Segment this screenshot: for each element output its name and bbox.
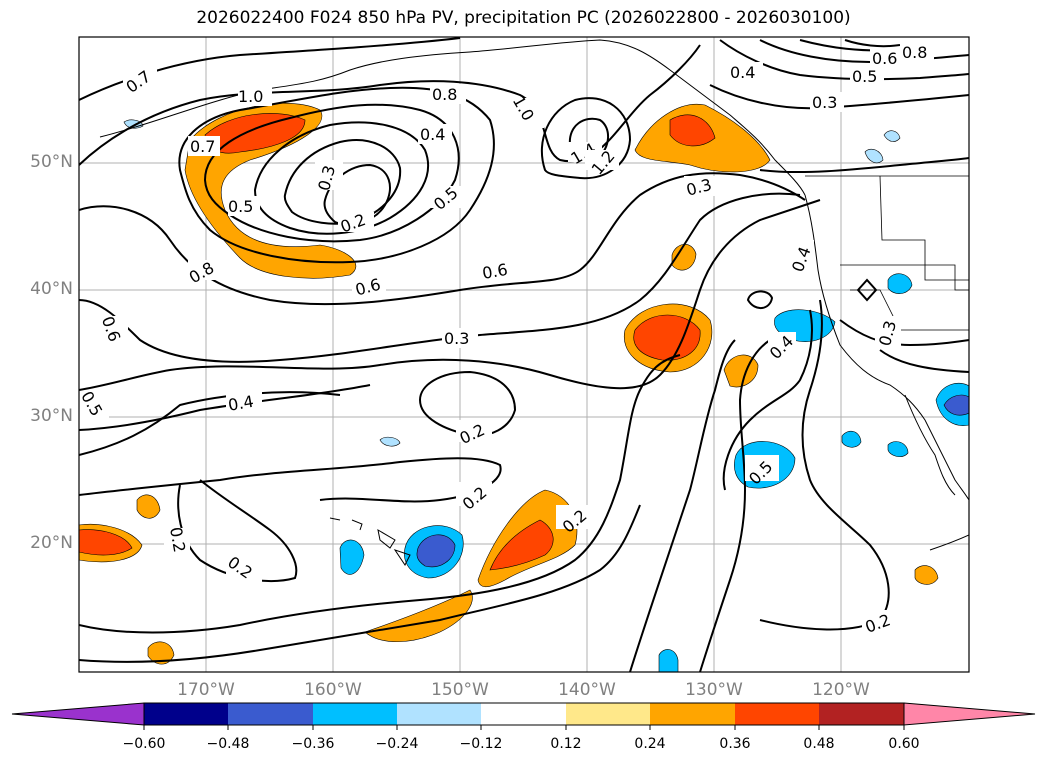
longitude-label: 130°W	[685, 680, 743, 700]
shading-negative-hawaii-west-core	[416, 534, 456, 568]
colorbar-tick-label: −0.48	[206, 736, 250, 752]
coastline-west-coast	[804, 194, 969, 501]
colorbar-extend-high	[903, 702, 1036, 726]
shading-positive-small-5	[914, 565, 939, 585]
shading-negative-small-7	[864, 148, 884, 164]
coastline-baja	[904, 394, 956, 496]
shading-positive-small-2	[671, 244, 697, 271]
shading-negative-arizona-core	[943, 394, 969, 416]
shading-negative-small-6	[379, 436, 401, 447]
contour-label: 0.3	[444, 329, 469, 348]
latitude-label: 20°N	[30, 533, 73, 553]
longitude-label: 170°W	[177, 680, 235, 700]
latitude-label: 40°N	[30, 279, 73, 299]
political-borders	[805, 175, 969, 331]
colorbar-bin	[819, 703, 904, 725]
shading-negative-small-9	[883, 130, 901, 142]
colorbar-tick-label: 0.24	[634, 736, 666, 752]
contour-label: 1.0	[238, 87, 263, 106]
hawaiian-islands	[329, 517, 411, 566]
shading-positive-offshore-core	[633, 314, 701, 361]
colorbar-bin	[397, 703, 481, 725]
contour-label: 0.5	[228, 197, 253, 216]
colorbar-tick-label: −0.24	[375, 736, 419, 752]
shading-positive-hawaii-core	[489, 519, 554, 571]
longitude-label: 140°W	[558, 680, 616, 700]
colorbar-bin	[228, 703, 313, 725]
longitude-label: 120°W	[812, 680, 870, 700]
contour-label: 0.4	[420, 125, 445, 144]
contour-label: 0.6	[481, 260, 509, 283]
colorbar-tick-label: −0.12	[459, 736, 503, 752]
colorbar	[11, 702, 1036, 730]
colorbar-bin	[566, 703, 650, 725]
contour-label: 0.5	[852, 67, 877, 86]
contour-label: 0.8	[902, 43, 927, 62]
pv-contours	[79, 37, 969, 672]
longitude-label: 160°W	[304, 680, 362, 700]
shading-positive-far-west-core	[79, 529, 133, 556]
colorbar-tick-label: 0.12	[550, 736, 582, 752]
shading-positive-gulf-core	[204, 113, 306, 154]
colorbar-bin	[650, 703, 735, 725]
shading-negative-small-4	[887, 441, 909, 458]
shading-negative-small-2	[887, 273, 913, 294]
map-frame	[78, 36, 970, 673]
colorbar-tick-label: −0.60	[122, 736, 166, 752]
shading-negative-small-1	[339, 539, 365, 575]
contour-label: 0.8	[432, 85, 457, 104]
colorbar-bin	[313, 703, 397, 725]
latitude-label: 50°N	[30, 152, 73, 172]
contour-label: 0.4	[227, 392, 255, 415]
shading-negative-small-5	[658, 649, 679, 672]
colorbar-tick-label: 0.60	[888, 736, 920, 752]
precipitation-shading	[79, 102, 969, 672]
coastline-mexico	[929, 534, 969, 551]
map-area: 0.7 1.0 0.7 0.8 1.0 0.4 0.3 0.5 0.5 0.2 …	[79, 37, 969, 672]
colorbar-bin	[481, 703, 566, 725]
shading-negative-small-3	[841, 430, 862, 448]
shading-positive-small-3	[136, 494, 161, 519]
longitude-label: 150°W	[431, 680, 489, 700]
contour-label: 0.7	[190, 137, 215, 156]
contour-label: 0.4	[730, 63, 755, 82]
latitude-label: 30°N	[30, 406, 73, 426]
colorbar-bin	[144, 703, 228, 725]
colorbar-extend-low	[11, 702, 145, 726]
shading-positive-bc-core	[669, 114, 716, 147]
map-title: 2026022400 F024 850 hPa PV, precipitatio…	[196, 8, 851, 28]
colorbar-tick-label: 0.48	[803, 736, 835, 752]
colorbar-tick-label: −0.36	[291, 736, 335, 752]
colorbar-bin	[735, 703, 819, 725]
contour-label: 0.3	[812, 93, 837, 112]
contour-label: 0.2	[166, 526, 189, 554]
shading-positive-small-1	[723, 354, 759, 388]
contour-label: 0.6	[872, 49, 897, 68]
colorbar-tick-label: 0.36	[719, 736, 751, 752]
